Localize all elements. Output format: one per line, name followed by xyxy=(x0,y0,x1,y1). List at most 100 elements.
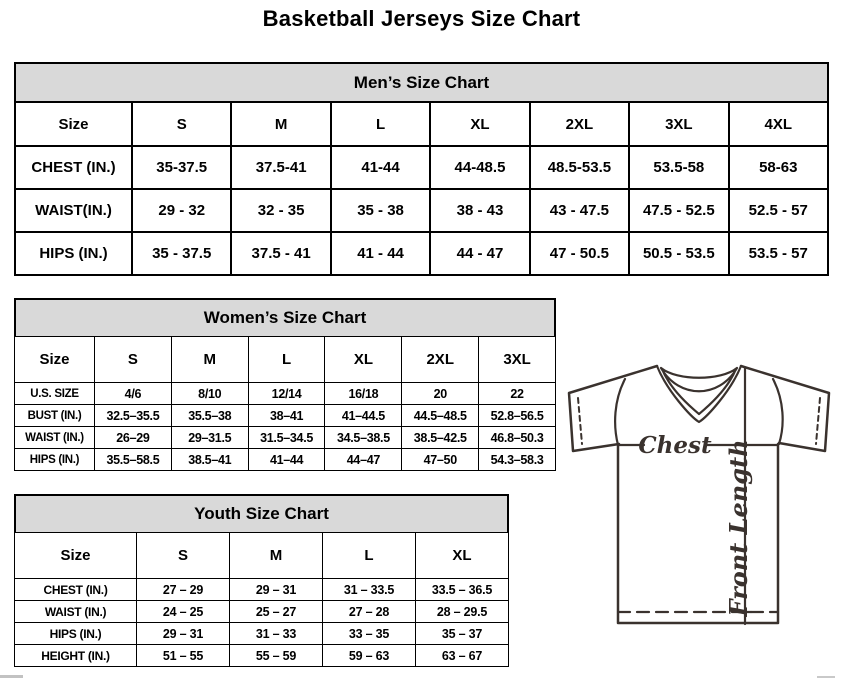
jersey-vneck-collar xyxy=(655,364,743,424)
size-value-cell: 37.5 - 41 xyxy=(230,231,332,276)
size-value-cell: 44.5–48.5 xyxy=(401,404,480,427)
measurement-row-label: HIPS (IN.) xyxy=(14,448,95,471)
measurement-row: WAIST (IN.) 24 – 25 25 – 27 27 – 28 28 – 29.… xyxy=(14,600,509,623)
size-value-cell: 33.5 – 36.5 xyxy=(415,578,509,601)
horizontal-scrollbar-thumb-left[interactable] xyxy=(0,675,23,678)
measurement-row-label: HEIGHT (IN.) xyxy=(14,644,137,667)
measurement-row: U.S. SIZE 4/6 8/10 12/14 16/18 20 22 xyxy=(14,382,556,405)
size-value-cell: 31.5–34.5 xyxy=(247,426,326,449)
size-column-header: 3XL xyxy=(478,336,556,383)
youth-chart-header: Youth Size Chart xyxy=(14,494,509,534)
measurement-row-label: HIPS (IN.) xyxy=(14,622,137,645)
size-value-cell: 44–47 xyxy=(324,448,403,471)
measurement-row: CHEST (IN.) 35-37.5 37.5-41 41-44 44-48.5 48.… xyxy=(14,145,830,190)
measurement-row: HIPS (IN.) 29 – 31 31 – 33 33 – 35 35 – 37 xyxy=(14,622,509,645)
size-value-cell: 54.3–58.3 xyxy=(478,448,556,471)
measurement-row-label: WAIST (IN.) xyxy=(14,600,137,623)
size-value-cell: 59 – 63 xyxy=(322,644,416,667)
size-value-cell: 44-48.5 xyxy=(429,145,531,190)
size-value-cell: 43 - 47.5 xyxy=(528,188,631,233)
size-column-header: S xyxy=(94,336,172,383)
mens-size-table: Size S M L XL 2XL 3XL 4XL CHEST (IN.) 35-37.5 37.5… xyxy=(14,101,830,276)
size-value-cell: 44 - 47 xyxy=(429,231,531,276)
measurement-row: CHEST (IN.) 27 – 29 29 – 31 31 – 33.5 33.5 –… xyxy=(14,578,509,601)
size-value-cell: 28 – 29.5 xyxy=(415,600,509,623)
size-column-header: M xyxy=(170,336,249,383)
size-value-cell: 53.5 - 57 xyxy=(727,231,830,276)
size-value-cell: 38–41 xyxy=(247,404,326,427)
size-value-cell: 31 – 33.5 xyxy=(322,578,416,601)
size-value-cell: 34.5–38.5 xyxy=(324,426,403,449)
size-column-header: S xyxy=(136,532,230,579)
measurement-row: WAIST(IN.) 29 - 32 32 - 35 35 - 38 38 - 43 43… xyxy=(14,188,830,233)
size-value-cell: 38 - 43 xyxy=(429,188,531,233)
size-value-cell: 58-63 xyxy=(727,145,830,190)
youth-size-table: Size S M L XL CHEST (IN.) 27 – 29 29 – 31 31 – 3… xyxy=(14,532,509,667)
measurement-row-label: CHEST (IN.) xyxy=(14,578,137,601)
size-value-cell: 55 – 59 xyxy=(229,644,323,667)
horizontal-scrollbar-thumb-right[interactable] xyxy=(817,676,835,678)
measurement-row: BUST (IN.) 32.5–35.5 35.5–38 38–41 41–44.5 44… xyxy=(14,404,556,427)
size-value-cell: 46.8–50.3 xyxy=(478,426,556,449)
jersey-outline xyxy=(567,364,831,453)
womens-chart-header: Women’s Size Chart xyxy=(14,298,556,338)
size-value-cell: 51 – 55 xyxy=(136,644,230,667)
size-value-cell: 48.5-53.5 xyxy=(528,145,631,190)
size-value-cell: 24 – 25 xyxy=(136,600,230,623)
size-value-cell: 52.5 - 57 xyxy=(727,188,830,233)
size-value-cell: 41-44 xyxy=(329,145,432,190)
measurement-row-label: BUST (IN.) xyxy=(14,404,95,427)
size-value-cell: 38.5–41 xyxy=(170,448,249,471)
chest-label: Chest xyxy=(638,432,712,459)
size-value-cell: 35.5–58.5 xyxy=(94,448,172,471)
size-value-cell: 35 – 37 xyxy=(415,622,509,645)
size-column-header: XL xyxy=(324,336,403,383)
size-column-header: M xyxy=(230,101,332,147)
mens-size-chart-section: Men’s Size Chart Size S M L XL 2XL 3XL 4XL CHEST… xyxy=(14,62,830,276)
size-value-cell: 27 – 28 xyxy=(322,600,416,623)
size-value-cell: 38.5–42.5 xyxy=(401,426,480,449)
size-value-cell: 26–29 xyxy=(94,426,172,449)
size-value-cell: 32 - 35 xyxy=(230,188,332,233)
measurement-row-label: HIPS (IN.) xyxy=(14,231,133,276)
measurement-row-label: CHEST (IN.) xyxy=(14,145,133,190)
measurement-row-label: WAIST(IN.) xyxy=(14,188,133,233)
size-header-row: Size S M L XL xyxy=(14,532,509,579)
size-column-header: 2XL xyxy=(401,336,480,383)
size-column-header: 4XL xyxy=(727,101,830,147)
size-value-cell: 20 xyxy=(401,382,480,405)
jersey-armhole-seams xyxy=(614,377,784,447)
size-column-header: L xyxy=(329,101,432,147)
size-column-header: L xyxy=(247,336,326,383)
size-column-header: M xyxy=(229,532,323,579)
measurement-row: HEIGHT (IN.) 51 – 55 55 – 59 59 – 63 63 – 67 xyxy=(14,644,509,667)
size-corner-header: Size xyxy=(14,532,137,579)
size-column-header: 3XL xyxy=(628,101,730,147)
size-column-header: 2XL xyxy=(528,101,631,147)
sleeve-cuff-dashes xyxy=(577,397,821,445)
size-corner-header: Size xyxy=(14,101,133,147)
page-title: Basketball Jerseys Size Chart xyxy=(262,6,581,31)
size-value-cell: 29 - 32 xyxy=(130,188,233,233)
size-value-cell: 29 – 31 xyxy=(136,622,230,645)
size-value-cell: 31 – 33 xyxy=(229,622,323,645)
size-value-cell: 52.8–56.5 xyxy=(478,404,556,427)
size-header-row: Size S M L XL 2XL 3XL xyxy=(14,336,556,383)
size-value-cell: 12/14 xyxy=(247,382,326,405)
front-length-label: Front Length xyxy=(724,439,753,617)
measurement-row: WAIST (IN.) 26–29 29–31.5 31.5–34.5 34.5–38.… xyxy=(14,426,556,449)
measurement-row-label: WAIST (IN.) xyxy=(14,426,95,449)
youth-size-chart-section: Youth Size Chart Size S M L XL CHEST (IN.) 27 … xyxy=(14,494,509,667)
size-value-cell: 41–44.5 xyxy=(324,404,403,427)
womens-size-chart-section: Women’s Size Chart Size S M L XL 2XL 3XL U.S. S… xyxy=(14,298,556,471)
size-value-cell: 29–31.5 xyxy=(170,426,249,449)
size-value-cell: 35.5–38 xyxy=(170,404,249,427)
size-value-cell: 35-37.5 xyxy=(130,145,233,190)
size-value-cell: 47 - 50.5 xyxy=(528,231,631,276)
size-value-cell: 47–50 xyxy=(401,448,480,471)
size-column-header: XL xyxy=(415,532,509,579)
size-corner-header: Size xyxy=(14,336,95,383)
size-column-header: S xyxy=(130,101,233,147)
jersey-measurement-diagram: Chest Front Length xyxy=(555,355,843,645)
size-column-header: L xyxy=(322,532,416,579)
